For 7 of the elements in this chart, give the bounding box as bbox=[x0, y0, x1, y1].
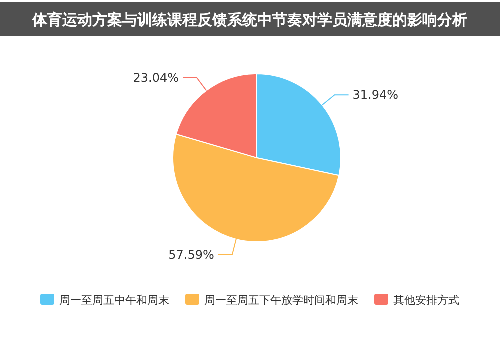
data-label: 31.94% bbox=[352, 88, 399, 102]
data-label: 57.59% bbox=[168, 248, 214, 262]
legend-label: 周一至周五下午放学时间和周末 bbox=[204, 294, 358, 307]
legend-label: 其他安排方式 bbox=[394, 294, 460, 307]
data-label: 23.04% bbox=[133, 70, 180, 85]
legend-label: 周一至周五中午和周末 bbox=[60, 294, 170, 307]
chart-title: 体育运动方案与训练课程反馈系统中节奏对学员满意度的影响分析 bbox=[32, 11, 468, 29]
